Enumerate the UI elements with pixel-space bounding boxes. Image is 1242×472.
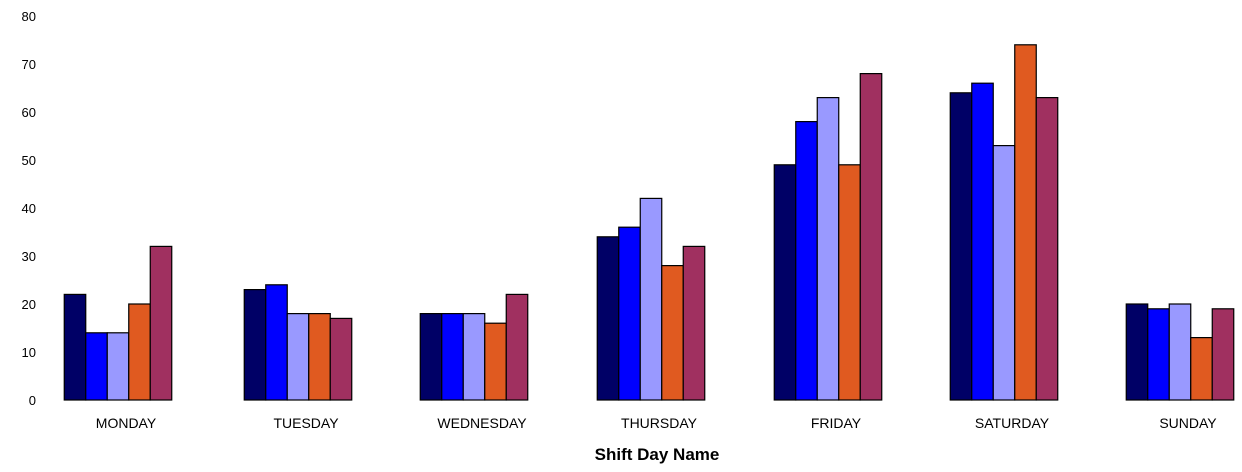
- bar-friday-series-2: [795, 120, 818, 401]
- bar-tuesday-series-4: [308, 313, 331, 401]
- y-tick-label: 50: [22, 153, 36, 168]
- bar-tuesday-series-2: [265, 284, 288, 401]
- bar-wednesday-series-1: [419, 313, 443, 401]
- bar-saturday-series-3: [992, 145, 1016, 401]
- bar-monday-series-2: [85, 332, 108, 401]
- bar-tuesday-series-5: [329, 317, 353, 401]
- y-tick-label: 10: [22, 345, 36, 360]
- bar-monday-series-4: [128, 303, 151, 401]
- x-tick-label-wednesday: WEDNESDAY: [437, 415, 527, 431]
- bar-saturday-series-4: [1014, 44, 1037, 401]
- x-tick-label-tuesday: TUESDAY: [273, 415, 339, 431]
- bar-thursday-series-3: [639, 197, 663, 401]
- bar-wednesday-series-4: [484, 322, 507, 401]
- bar-sunday-series-5: [1211, 308, 1235, 401]
- bar-sunday-series-2: [1147, 308, 1170, 401]
- bar-saturday-series-1: [949, 92, 973, 401]
- bar-tuesday-series-1: [243, 289, 267, 401]
- y-tick-label: 40: [22, 201, 36, 216]
- x-axis-title: Shift Day Name: [595, 445, 720, 464]
- x-tick-label-saturday: SATURDAY: [975, 415, 1050, 431]
- y-tick-label: 20: [22, 297, 36, 312]
- bar-sunday-series-1: [1125, 303, 1149, 401]
- x-tick-label-thursday: THURSDAY: [621, 415, 698, 431]
- x-tick-label-friday: FRIDAY: [811, 415, 862, 431]
- bar-wednesday-series-5: [505, 293, 529, 401]
- y-tick-label: 80: [22, 9, 36, 24]
- x-tick-label-monday: MONDAY: [96, 415, 157, 431]
- bar-saturday-series-2: [971, 82, 994, 401]
- bar-thursday-series-1: [596, 236, 620, 401]
- y-tick-label: 60: [22, 105, 36, 120]
- bar-monday-series-5: [149, 245, 173, 401]
- bar-friday-series-4: [838, 164, 861, 401]
- bar-friday-series-1: [773, 164, 797, 401]
- bar-sunday-series-4: [1190, 337, 1213, 401]
- y-axis-ticks: 0 10 20 30 40 50 60 70 80: [22, 9, 36, 408]
- bar-wednesday-series-2: [441, 313, 464, 401]
- y-tick-label: 0: [29, 393, 36, 408]
- bar-saturday-series-5: [1035, 96, 1059, 401]
- bar-friday-series-3: [816, 96, 840, 401]
- bar-monday-series-1: [63, 293, 87, 401]
- bar-thursday-series-2: [618, 226, 641, 401]
- bar-monday-series-3: [106, 332, 130, 401]
- bar-series: [63, 44, 1235, 401]
- y-tick-label: 70: [22, 57, 36, 72]
- bar-thursday-series-4: [661, 265, 684, 401]
- y-tick-label: 30: [22, 249, 36, 264]
- bar-friday-series-5: [859, 72, 883, 401]
- bar-sunday-series-3: [1168, 303, 1192, 401]
- bar-wednesday-series-3: [462, 313, 486, 401]
- x-tick-label-sunday: SUNDAY: [1159, 415, 1217, 431]
- x-axis-labels: MONDAY TUESDAY WEDNESDAY THURSDAY FRIDAY SATU…: [96, 415, 1218, 431]
- bar-thursday-series-5: [682, 245, 706, 401]
- bar-tuesday-series-3: [286, 313, 310, 401]
